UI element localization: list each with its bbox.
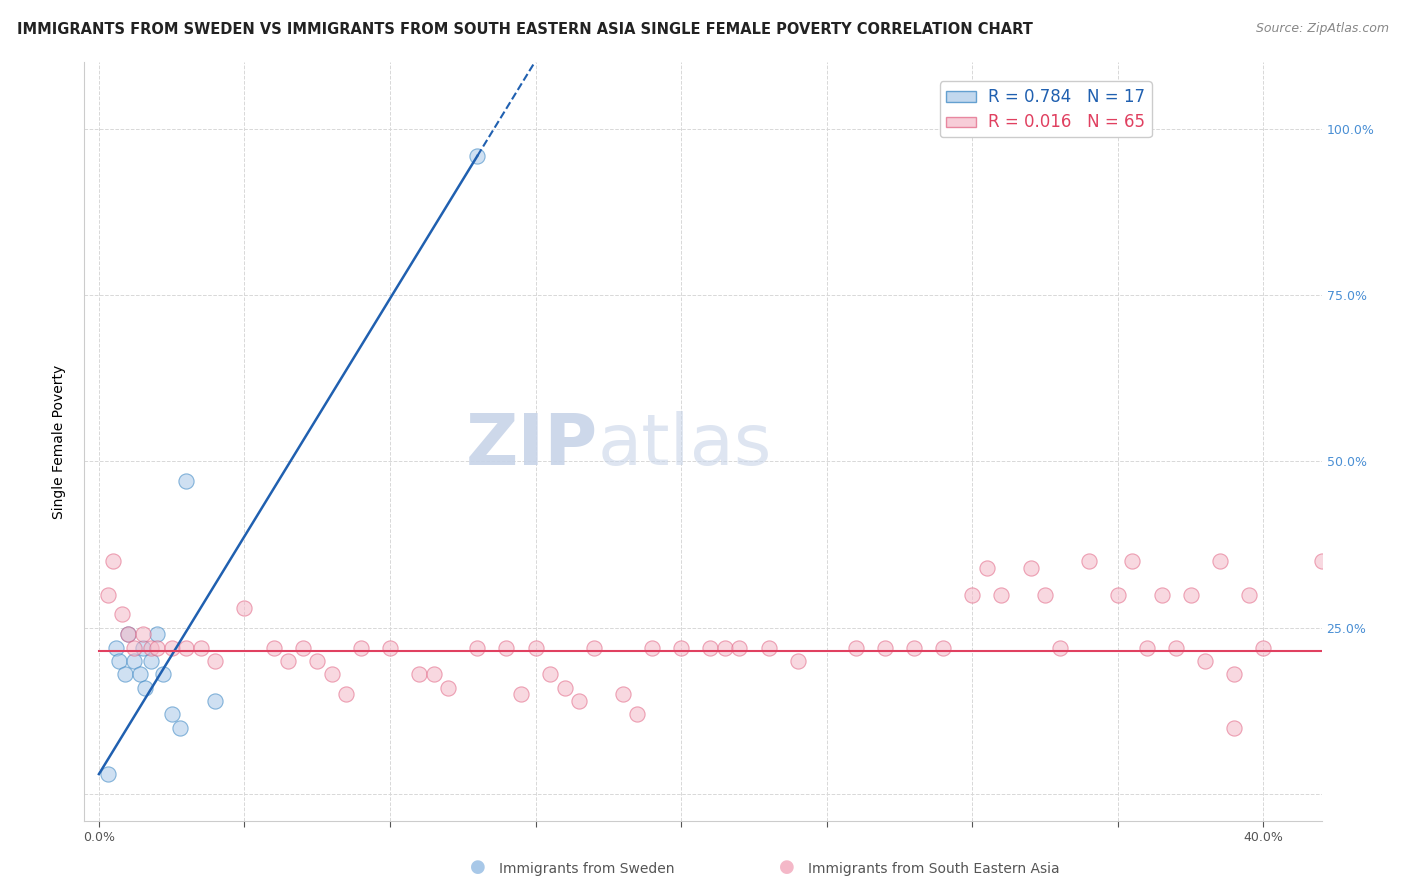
Point <box>152 667 174 681</box>
Point <box>467 640 489 655</box>
Point <box>422 667 444 681</box>
Point <box>554 681 576 695</box>
Point <box>114 667 136 681</box>
Point <box>1019 561 1042 575</box>
Point <box>131 640 153 655</box>
Point <box>467 148 489 162</box>
Point <box>1237 587 1260 601</box>
Point <box>204 654 226 668</box>
Point <box>408 667 430 681</box>
Text: ●: ● <box>470 858 486 876</box>
Point <box>510 687 533 701</box>
Point <box>350 640 373 655</box>
Point <box>669 640 692 655</box>
Point <box>1310 554 1333 568</box>
Point <box>1180 587 1202 601</box>
Point <box>117 627 139 641</box>
Point <box>174 640 197 655</box>
Point <box>122 654 145 668</box>
Point <box>873 640 896 655</box>
Point <box>524 640 547 655</box>
Point <box>105 640 128 655</box>
Point <box>962 587 984 601</box>
Point <box>612 687 634 701</box>
Point <box>568 694 591 708</box>
Point <box>134 681 156 695</box>
Point <box>378 640 401 655</box>
Point <box>277 654 299 668</box>
Point <box>97 587 120 601</box>
Point <box>1223 667 1246 681</box>
Point <box>117 627 139 641</box>
Point <box>728 640 751 655</box>
Point <box>204 694 226 708</box>
Point <box>122 640 145 655</box>
Point <box>932 640 955 655</box>
Point <box>437 681 460 695</box>
Text: Immigrants from Sweden: Immigrants from Sweden <box>499 862 675 876</box>
Point <box>335 687 357 701</box>
Text: ●: ● <box>779 858 796 876</box>
Point <box>495 640 517 655</box>
Point <box>1136 640 1159 655</box>
Point <box>97 767 120 781</box>
Point <box>1209 554 1232 568</box>
Y-axis label: Single Female Poverty: Single Female Poverty <box>52 365 66 518</box>
Point <box>190 640 212 655</box>
Point <box>111 607 134 622</box>
Text: ZIP: ZIP <box>465 411 598 480</box>
Point <box>1107 587 1129 601</box>
Point <box>141 640 163 655</box>
Point <box>128 667 150 681</box>
Point <box>699 640 721 655</box>
Point <box>233 600 256 615</box>
Point <box>321 667 343 681</box>
Point <box>103 554 125 568</box>
Point <box>160 640 183 655</box>
Point <box>174 475 197 489</box>
Point <box>1150 587 1173 601</box>
Point <box>291 640 314 655</box>
Point <box>146 640 169 655</box>
Point <box>786 654 808 668</box>
Point <box>108 654 131 668</box>
Point <box>990 587 1012 601</box>
Point <box>141 654 163 668</box>
Point <box>263 640 285 655</box>
Point <box>903 640 925 655</box>
Point <box>714 640 737 655</box>
Point <box>641 640 664 655</box>
Text: Source: ZipAtlas.com: Source: ZipAtlas.com <box>1256 22 1389 36</box>
Point <box>1049 640 1071 655</box>
Point <box>1077 554 1099 568</box>
Point <box>1121 554 1143 568</box>
Point <box>307 654 329 668</box>
Point <box>845 640 868 655</box>
Point <box>131 627 153 641</box>
Text: atlas: atlas <box>598 411 772 480</box>
Point <box>1164 640 1187 655</box>
Point <box>626 707 648 722</box>
Point <box>758 640 780 655</box>
Point <box>146 627 169 641</box>
Legend: R = 0.784   N = 17, R = 0.016   N = 65: R = 0.784 N = 17, R = 0.016 N = 65 <box>939 81 1152 137</box>
Point <box>582 640 605 655</box>
Point <box>976 561 998 575</box>
Text: Immigrants from South Eastern Asia: Immigrants from South Eastern Asia <box>808 862 1060 876</box>
Point <box>1253 640 1275 655</box>
Point <box>160 707 183 722</box>
Point <box>1194 654 1216 668</box>
Text: IMMIGRANTS FROM SWEDEN VS IMMIGRANTS FROM SOUTH EASTERN ASIA SINGLE FEMALE POVER: IMMIGRANTS FROM SWEDEN VS IMMIGRANTS FRO… <box>17 22 1033 37</box>
Point <box>169 721 191 735</box>
Point <box>538 667 561 681</box>
Point <box>1033 587 1056 601</box>
Point <box>1223 721 1246 735</box>
